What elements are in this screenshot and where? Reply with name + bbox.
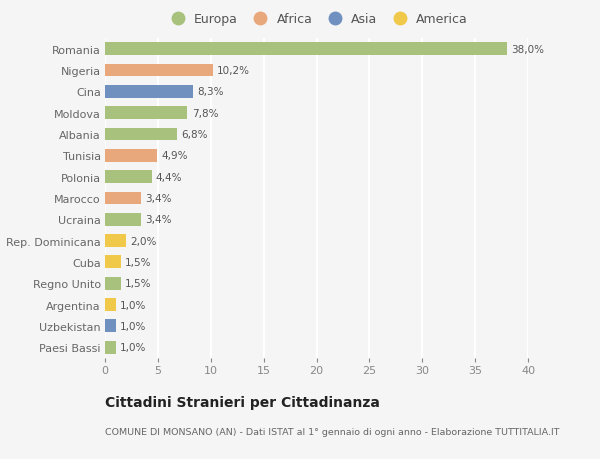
Text: 4,9%: 4,9% (161, 151, 188, 161)
Text: 1,0%: 1,0% (120, 321, 146, 331)
Bar (105, 298, 116, 311)
Text: 10,2%: 10,2% (217, 66, 250, 76)
Text: 1,5%: 1,5% (125, 279, 152, 289)
Bar (105, 65, 213, 77)
Bar (105, 171, 152, 184)
Bar (105, 107, 187, 120)
Text: 7,8%: 7,8% (192, 108, 218, 118)
Text: 8,3%: 8,3% (197, 87, 224, 97)
Text: 4,4%: 4,4% (156, 172, 182, 182)
Text: 6,8%: 6,8% (181, 130, 208, 140)
Bar (105, 129, 177, 141)
Bar (105, 213, 141, 226)
Text: 1,5%: 1,5% (125, 257, 152, 267)
Text: Cittadini Stranieri per Cittadinanza: Cittadini Stranieri per Cittadinanza (105, 395, 380, 409)
Text: 3,4%: 3,4% (145, 215, 172, 225)
Text: 38,0%: 38,0% (511, 45, 544, 55)
Legend: Europa, Africa, Asia, America: Europa, Africa, Asia, America (165, 13, 468, 26)
Bar (105, 256, 121, 269)
Bar (105, 192, 141, 205)
Bar (105, 86, 193, 99)
Text: 1,0%: 1,0% (120, 300, 146, 310)
Bar (105, 341, 116, 354)
Text: 1,0%: 1,0% (120, 342, 146, 353)
Bar (105, 150, 157, 162)
Text: 2,0%: 2,0% (130, 236, 157, 246)
Text: 3,4%: 3,4% (145, 194, 172, 203)
Bar (105, 277, 121, 290)
Text: COMUNE DI MONSANO (AN) - Dati ISTAT al 1° gennaio di ogni anno - Elaborazione TU: COMUNE DI MONSANO (AN) - Dati ISTAT al 1… (105, 427, 560, 436)
Bar (105, 320, 116, 332)
Bar (105, 235, 126, 247)
Bar (105, 43, 507, 56)
